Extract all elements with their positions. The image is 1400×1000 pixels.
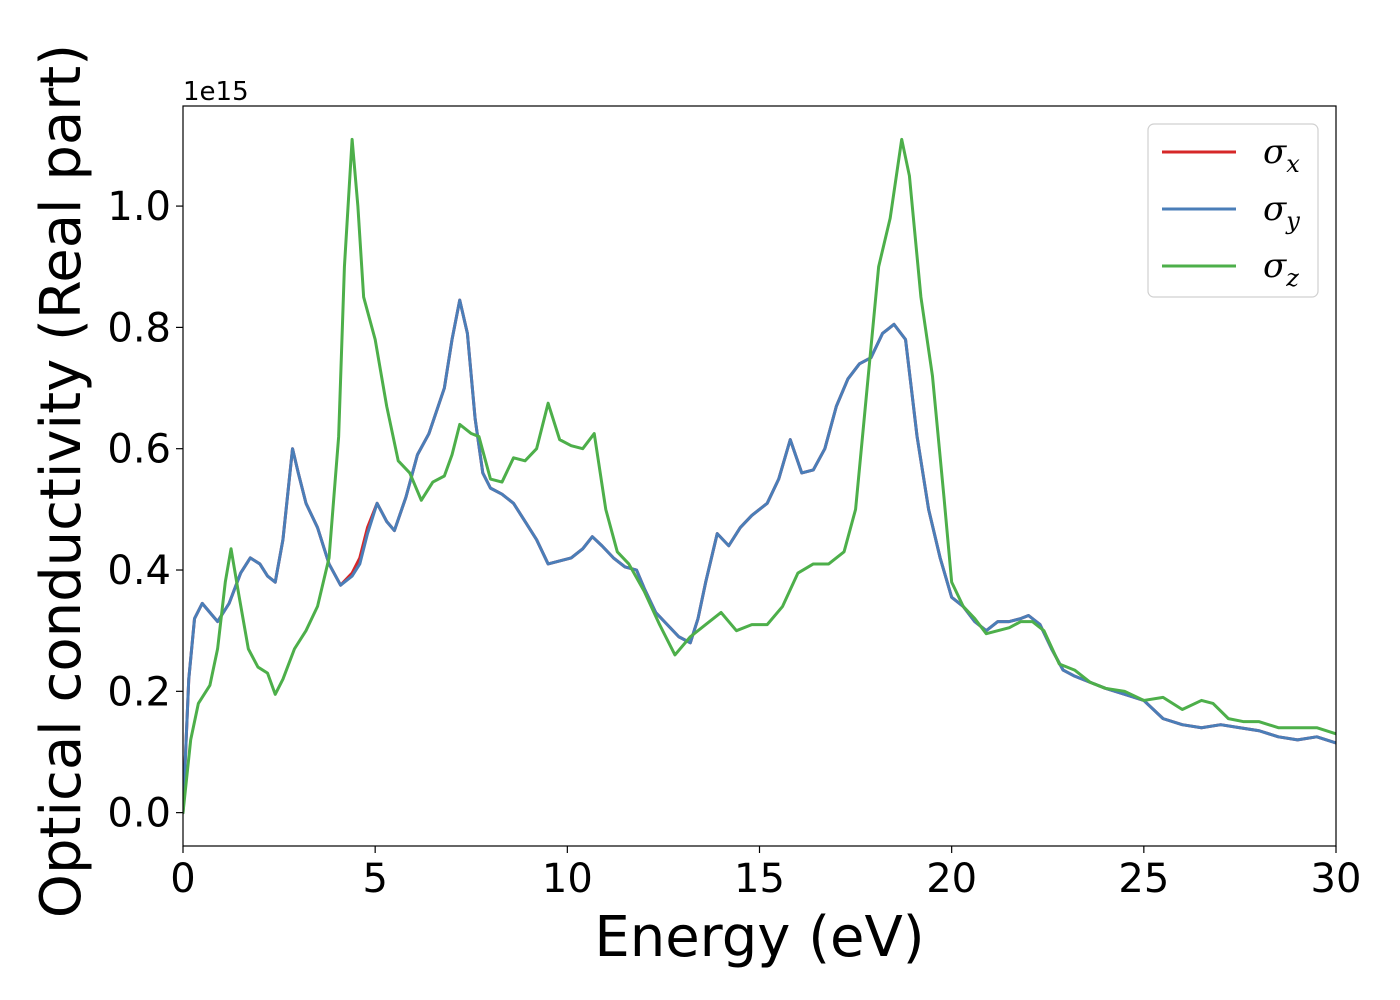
x-tick-label: 25 [1118, 856, 1169, 902]
y-axis-title: Optical conductivity (Real part) [29, 44, 94, 918]
x-tick-label: 15 [734, 856, 785, 902]
legend-subscript: y [1285, 207, 1300, 235]
y-tick-label: 0.4 [107, 548, 171, 594]
y-tick-label: 0.8 [107, 305, 171, 351]
x-axis: 0 5 10 15 20 25 30 [170, 846, 1361, 902]
x-tick-label: 0 [170, 856, 195, 902]
y-tick-label: 0.0 [107, 791, 171, 837]
legend-label-y: σy [1263, 189, 1300, 235]
x-tick-label: 10 [542, 856, 593, 902]
legend-symbol: σ [1263, 246, 1287, 286]
series-line-y [183, 298, 1336, 815]
legend-label-z: σz [1263, 246, 1299, 292]
x-tick-label: 30 [1311, 856, 1362, 902]
x-tick-label: 5 [362, 856, 387, 902]
y-offset-text: 1e15 [183, 77, 249, 107]
series-layer [183, 137, 1336, 815]
y-tick-label: 1.0 [107, 184, 171, 230]
series-line-x [183, 298, 1336, 815]
legend-symbol: σ [1263, 189, 1287, 229]
legend-subscript: x [1286, 150, 1300, 178]
series-line-z [183, 137, 1336, 815]
legend-symbol: σ [1263, 132, 1287, 172]
y-axis: 0.0 0.2 0.4 0.6 0.8 1.0 [107, 184, 183, 837]
y-tick-label: 0.2 [107, 669, 171, 715]
legend-label-x: σx [1263, 132, 1300, 178]
y-tick-label: 0.6 [107, 427, 171, 473]
x-tick-label: 20 [926, 856, 977, 902]
x-axis-title: Energy (eV) [594, 905, 924, 970]
legend-subscript: z [1285, 264, 1299, 292]
